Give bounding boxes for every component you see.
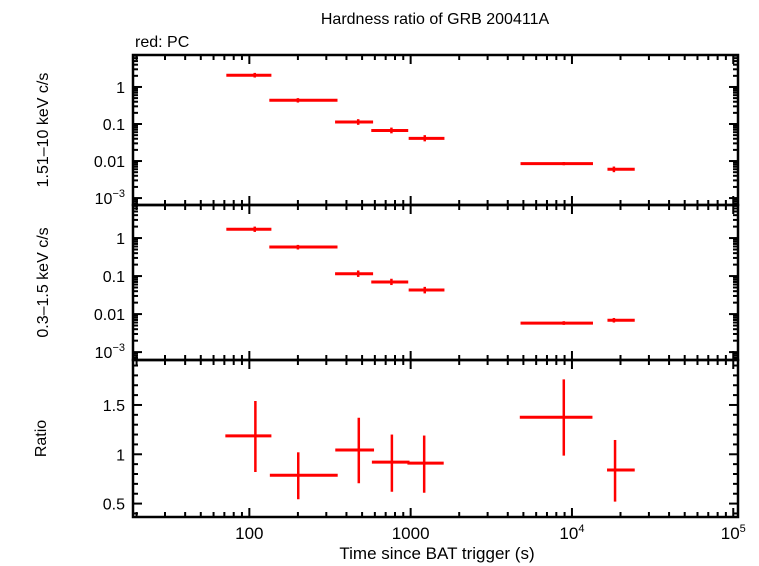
y-axis-label-2: Ratio — [33, 420, 50, 457]
y-tick-label: 10−3 — [95, 188, 125, 208]
panel-frame-1 — [131, 203, 740, 362]
y-tick-label: 1 — [116, 80, 125, 97]
y-tick-label: 0.1 — [103, 269, 125, 286]
x-tick-label: 105 — [721, 523, 746, 543]
y-tick-label: 0.1 — [103, 117, 125, 134]
x-axis-label: Time since BAT trigger (s) — [339, 544, 534, 563]
legend-note: red: PC — [135, 34, 189, 51]
panel-frame-0 — [131, 53, 740, 207]
chart-title: Hardness ratio of GRB 200411A — [321, 11, 550, 28]
y-tick-label: 1 — [116, 231, 125, 248]
x-tick-label: 1000 — [392, 524, 430, 543]
y-tick-label: 1 — [116, 447, 125, 464]
y-tick-label: 0.01 — [94, 307, 125, 324]
y-axis-label-0: 1.51–10 keV c/s — [35, 73, 52, 188]
x-tick-label: 104 — [559, 523, 584, 543]
panel-frame-2 — [131, 358, 740, 519]
y-tick-label: 1.5 — [103, 398, 125, 415]
y-tick-label: 0.5 — [103, 497, 125, 514]
x-tick-label: 100 — [235, 524, 263, 543]
y-axis-label-1: 0.3–1.5 keV c/s — [35, 227, 52, 337]
y-tick-label: 0.01 — [94, 154, 125, 171]
y-tick-label: 10−3 — [95, 342, 125, 362]
